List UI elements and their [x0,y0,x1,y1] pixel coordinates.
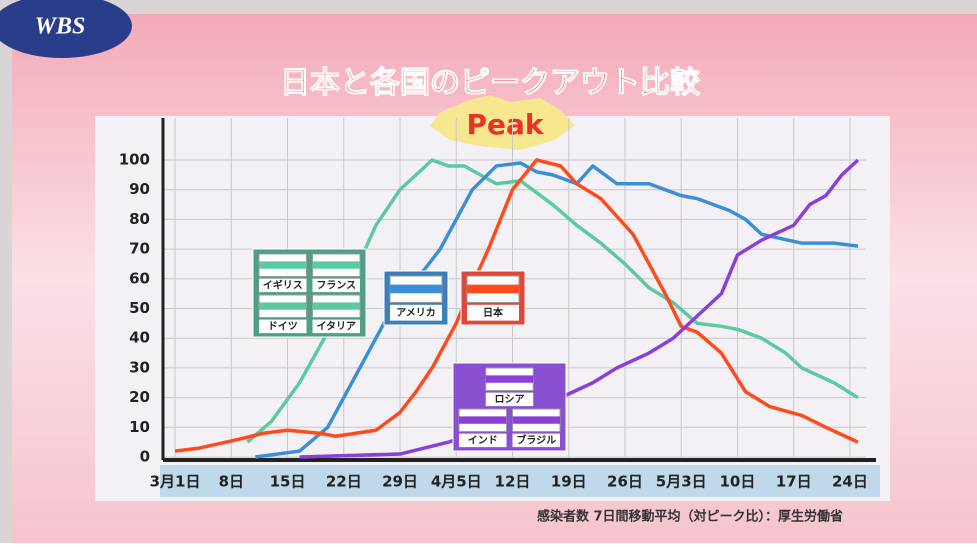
x-tick-label: 5月3日 [656,473,707,491]
legend-label: イギリス [263,279,303,292]
peak-label: Peak [466,108,544,141]
x-tick-label: 17日 [776,473,812,491]
y-tick-label: 70 [129,240,150,258]
x-tick-label: 15日 [270,473,306,491]
y-tick-label: 60 [129,269,150,287]
legend-label: アメリカ [396,307,436,319]
legend-label: ドイツ [268,321,298,333]
flag-mark [312,302,360,310]
x-tick-label: 12日 [495,473,531,491]
date-band [160,465,880,497]
legend-label-bg [485,392,534,407]
y-tick-label: 10 [129,418,150,436]
legend-label: ブラジル [516,434,556,447]
legend-label: フランス [316,280,356,292]
logo-badge [0,0,132,58]
legend-label-bg [312,278,360,293]
legend-label-bg [467,304,519,321]
series-line [255,161,859,459]
legend-label: ロシア [495,394,525,406]
legend-label: イタリア [316,321,356,333]
flag-mark [485,375,534,383]
y-tick-label: 30 [129,358,150,376]
chart-title: 日本と各国のピークアウト比較 [280,66,701,101]
x-tick-label: 8日 [219,473,244,491]
legend-label-bg [259,278,307,293]
x-tick-label: 22日 [326,473,362,491]
x-tick-label: 3月1日 [150,473,201,491]
legend-label-bg [390,304,442,321]
legend-label-bg [459,433,507,448]
x-tick-label: 24日 [832,473,868,491]
flag-mark [259,261,307,269]
legend-label: インド [468,435,498,447]
y-tick-label: 20 [129,388,150,406]
legend-label-bg [259,319,307,334]
x-tick-label: 26日 [607,473,643,491]
source-note: 感染者数 7日間移動平均（対ピーク比）：厚生労働省 [537,509,843,525]
flag-mark [512,416,560,424]
flag-mark [390,284,442,294]
y-tick-label: 80 [129,210,150,228]
legend-label-bg [312,319,360,334]
flag-mark [459,416,507,424]
series-line [174,158,859,453]
y-tick-label: 40 [129,329,150,347]
flag-mark [259,302,307,310]
y-tick-label: 100 [119,151,150,169]
flag-mark [312,261,360,269]
x-tick-label: 10日 [720,473,756,491]
legend-label: 日本 [483,306,504,319]
y-tick-label: 0 [140,448,150,466]
logo: WBS [35,14,86,40]
y-tick-label: 50 [129,299,150,317]
x-tick-label: 19日 [551,473,587,491]
legend-label-bg [512,433,560,448]
x-tick-label: 4月5日 [431,473,482,491]
flag-mark [467,284,519,294]
y-tick-label: 90 [129,180,150,198]
peak-burst [430,95,575,150]
x-tick-label: 29日 [382,473,418,491]
